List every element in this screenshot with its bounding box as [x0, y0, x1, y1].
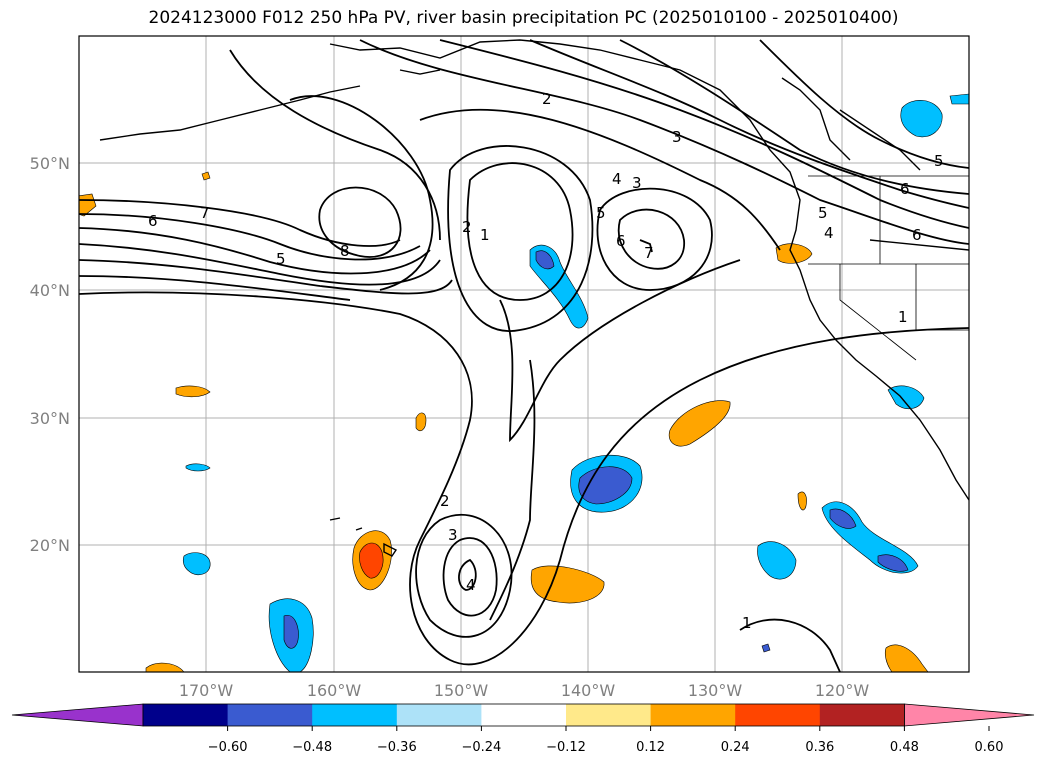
- anomaly-neg: [535, 250, 555, 270]
- colorbar-border: [142, 703, 905, 727]
- anomaly-neg: [761, 643, 771, 653]
- colorbar-segment: [227, 704, 313, 726]
- contour-label: 1: [898, 308, 908, 326]
- lon-labels: 170°W 160°W 150°W 140°W 130°W 120°W: [179, 681, 870, 700]
- lon-label: 140°W: [561, 681, 616, 700]
- contour-label: 4: [612, 170, 622, 188]
- pv-contours: [79, 39, 969, 672]
- lat-label: 30°N: [30, 409, 70, 428]
- contour-label: 3: [448, 526, 458, 544]
- colorbar-tick-label: 0.60: [975, 740, 1004, 755]
- contour-label: 2: [440, 492, 450, 510]
- contour-label: 2: [542, 90, 552, 108]
- colorbar-segment: [904, 703, 1035, 727]
- contour-labels: 6 7 5 8 2 1 2 3 4 5 6 7 3 4 5 6 6 5 1 2 …: [148, 90, 944, 632]
- colorbar-segment: [735, 704, 821, 726]
- lon-label: 160°W: [307, 681, 362, 700]
- contour-label: 3: [632, 174, 642, 192]
- anomaly-pos: [530, 565, 605, 604]
- colorbar-segment: [312, 704, 398, 726]
- lon-label: 120°W: [815, 681, 870, 700]
- map-panel: [79, 36, 969, 672]
- anomaly-pos: [668, 400, 731, 447]
- lat-labels: 50°N 40°N 30°N 20°N: [30, 154, 70, 555]
- colorbar-tick-label: −0.60: [208, 740, 248, 755]
- anomaly-neg: [829, 508, 857, 529]
- colorbar-tick-label: −0.48: [292, 740, 332, 755]
- contour-label: 4: [466, 576, 476, 594]
- lon-label: 150°W: [434, 681, 489, 700]
- lon-label: 170°W: [179, 681, 234, 700]
- colorbar-segment: [11, 703, 144, 727]
- contour-label: 1: [742, 614, 752, 632]
- contour-label: 2: [462, 218, 472, 236]
- colorbar-tick-label: 0.48: [890, 740, 919, 755]
- contour-label: 6: [616, 232, 626, 250]
- anomaly-neg: [887, 385, 925, 410]
- anomaly-pos: [797, 491, 807, 511]
- anomaly-pos: [201, 171, 211, 181]
- contour-label: 6: [900, 180, 910, 198]
- colorbar-segment: [481, 704, 567, 726]
- colorbar-tick-label: −0.36: [377, 740, 417, 755]
- contour-label: 4: [824, 224, 834, 242]
- anomaly-neg: [185, 463, 211, 472]
- contour-label: 5: [934, 152, 944, 170]
- anomaly-pos: [145, 662, 185, 672]
- colorbar-tick-label: −0.24: [461, 740, 501, 755]
- contour-label: 5: [818, 204, 828, 222]
- colorbar-tick-label: 0.12: [636, 740, 665, 755]
- anomaly-neg: [949, 93, 969, 105]
- contour-label: 7: [200, 204, 210, 222]
- contour-label: 5: [596, 204, 606, 222]
- lat-label: 40°N: [30, 281, 70, 300]
- colorbar-tick-label: 0.24: [721, 740, 750, 755]
- lon-label: 130°W: [688, 681, 743, 700]
- anomaly-pos: [775, 243, 813, 264]
- anomaly-neg: [578, 466, 633, 505]
- anomaly-neg: [877, 554, 909, 572]
- contour-label: 3: [672, 128, 682, 146]
- contour-label: 7: [644, 244, 654, 262]
- anomaly-pos: [359, 542, 384, 579]
- coastlines: [99, 39, 969, 557]
- contour-label: 5: [276, 250, 286, 268]
- colorbar-tick-label: −0.12: [546, 740, 586, 755]
- anomaly-pos: [884, 644, 929, 672]
- anomaly-neg: [283, 615, 299, 649]
- colorbar-tick-label: 0.36: [805, 740, 834, 755]
- anomaly-neg: [182, 552, 211, 575]
- anomaly-neg: [900, 100, 943, 138]
- anomaly-neg: [757, 541, 797, 580]
- map-title: 2024123000 F012 250 hPa PV, river basin …: [148, 8, 899, 28]
- anomaly-pos: [175, 385, 211, 398]
- contour-label: 8: [340, 242, 350, 260]
- map-frame: [78, 35, 970, 673]
- colorbar-segment: [396, 704, 482, 726]
- contour-label: 6: [912, 226, 922, 244]
- gridlines: [79, 36, 969, 672]
- lat-label: 20°N: [30, 536, 70, 555]
- anomaly-pos: [415, 412, 427, 432]
- colorbar-segment: [819, 704, 905, 726]
- colorbar: −0.60 −0.48 −0.36 −0.24 −0.12 0.12 0.24 0.36 0.4…: [11, 703, 1035, 755]
- contour-label: 6: [148, 212, 158, 230]
- lat-label: 50°N: [30, 154, 70, 173]
- colorbar-segment: [143, 704, 229, 726]
- colorbar-segment: [566, 704, 652, 726]
- contour-label: 1: [480, 226, 490, 244]
- colorbar-segment: [650, 704, 736, 726]
